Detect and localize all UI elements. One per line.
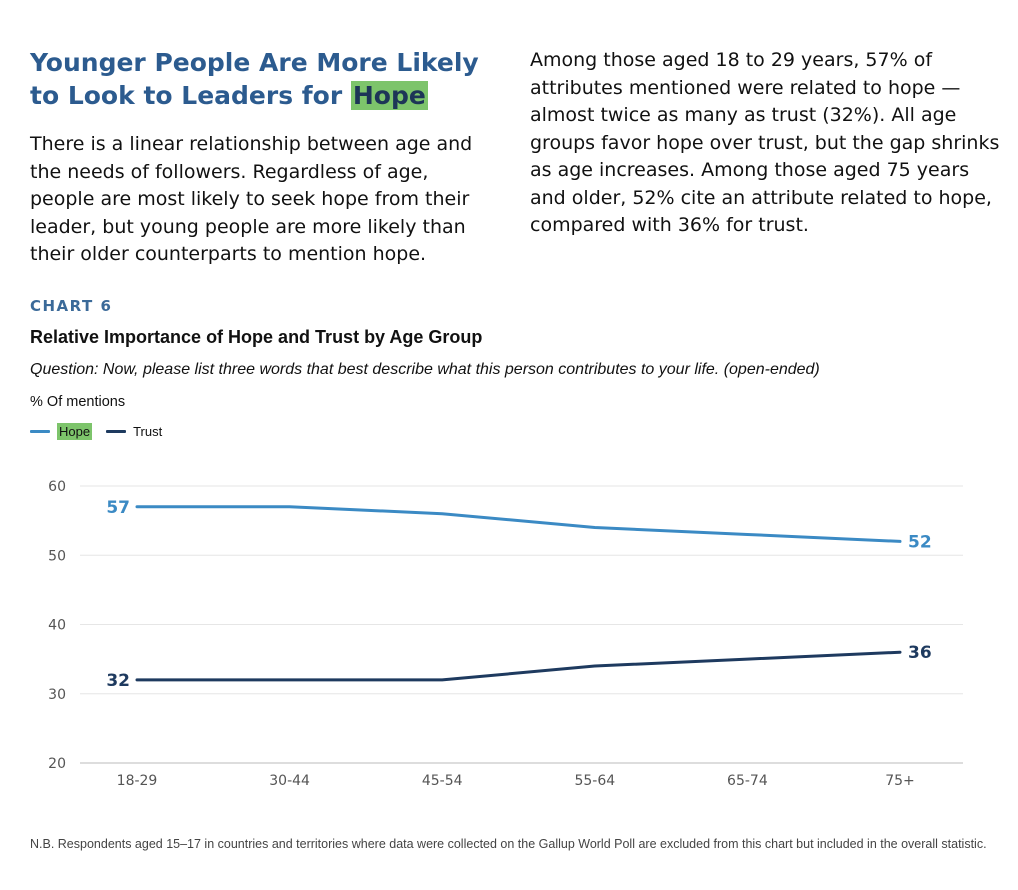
data-label-hope-last: 52 (908, 532, 932, 552)
headline-line1: Younger People Are More Likely (30, 48, 479, 77)
x-tick-label: 30-44 (269, 773, 310, 789)
data-label-trust-last: 36 (908, 643, 932, 663)
line-chart: 20 30 40 50 60 18-29 30-44 45-54 55-64 65-74 75+ 57… (48, 479, 963, 789)
y-tick-label: 40 (48, 618, 66, 634)
y-tick-label: 50 (48, 548, 66, 564)
chart-number-label: CHART 6 (30, 297, 113, 315)
legend-label-trust: Trust (133, 424, 163, 439)
x-tick-label: 45-54 (422, 773, 463, 789)
intro-paragraph-right: Among those aged 18 to 29 years, 57% of … (530, 49, 1000, 236)
y-tick-label: 30 (48, 687, 66, 703)
y-tick-label: 20 (48, 756, 66, 772)
headline-highlight-hope: Hope (350, 81, 428, 110)
series-line-trust (135, 650, 902, 682)
x-tick-label: 75+ (885, 773, 915, 789)
chart-title: Relative Importance of Hope and Trust by… (30, 327, 483, 347)
legend-item-hope: Hope (30, 423, 93, 440)
legend-label-hope: Hope (57, 423, 93, 440)
legend-swatch-trust (106, 430, 127, 433)
x-tick-label: 55-64 (574, 773, 615, 789)
y-axis-unit-label: % Of mentions (30, 394, 126, 410)
data-label-hope-first: 57 (106, 498, 130, 518)
headline-line2-prefix: to Look to Leaders for (30, 81, 351, 110)
legend-item-trust: Trust (106, 424, 162, 439)
x-tick-label: 65-74 (727, 773, 768, 789)
x-tick-label: 18-29 (117, 773, 158, 789)
y-tick-label: 60 (48, 479, 66, 495)
series-line-hope (135, 505, 902, 543)
survey-question: Question: Now, please list three words t… (30, 361, 820, 378)
intro-paragraph-left: There is a linear relationship between a… (30, 133, 473, 265)
chart-legend: Hope Trust (30, 423, 176, 440)
data-label-trust-first: 32 (106, 671, 130, 691)
footnote: N.B. Respondents aged 15–17 in countries… (30, 837, 987, 851)
headline: Younger People Are More Likely to Look t… (30, 46, 500, 112)
legend-swatch-hope (30, 430, 50, 433)
